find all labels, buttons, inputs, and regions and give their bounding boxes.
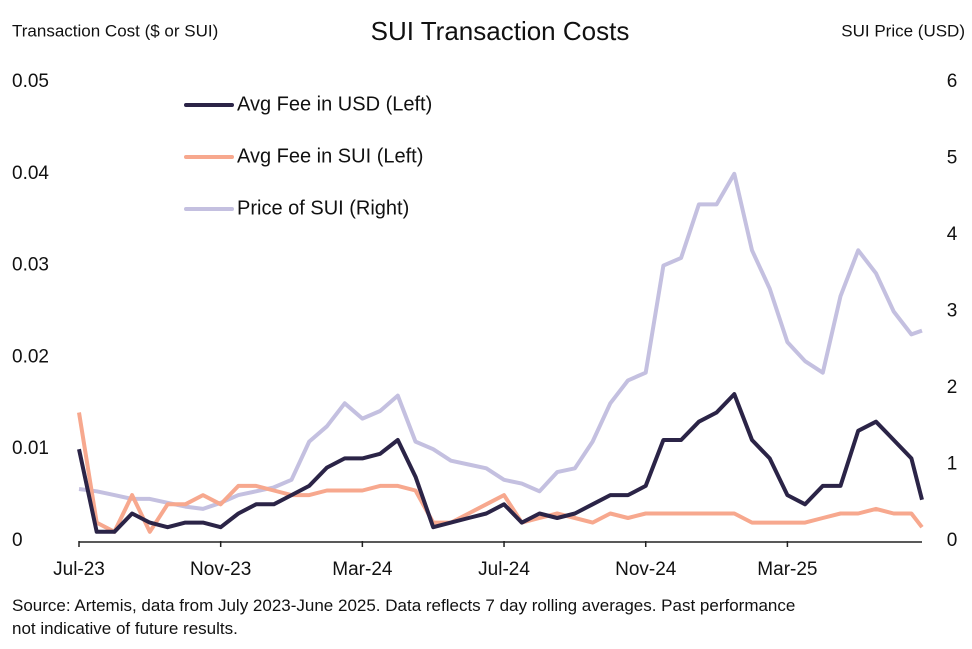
x-tick-label: Mar-24 xyxy=(332,559,393,580)
y-tick-label: 0.01 xyxy=(12,438,49,459)
legend-label: Price of SUI (Right) xyxy=(237,197,409,219)
chart: SUI Transaction Costs Transaction Cost (… xyxy=(12,16,965,580)
y2-tick-label: 0 xyxy=(947,530,958,551)
legend-label: Avg Fee in USD (Left) xyxy=(237,93,432,115)
y-tick-label: 0.04 xyxy=(12,163,49,184)
x-tick-label: Jul-23 xyxy=(53,559,105,580)
y2-tick-label: 6 xyxy=(947,71,958,92)
y-tick-label: 0 xyxy=(12,530,23,551)
y2-tick-label: 3 xyxy=(947,301,958,322)
y-tick-label: 0.03 xyxy=(12,255,49,276)
source-note: Source: Artemis, data from July 2023-Jun… xyxy=(12,596,796,638)
x-tick-label: Jul-24 xyxy=(478,559,530,580)
y-tick-label: 0.05 xyxy=(12,71,49,92)
chart-title: SUI Transaction Costs xyxy=(371,16,630,46)
x-tick-label: Mar-25 xyxy=(757,559,817,580)
x-tick-label: Nov-24 xyxy=(615,559,677,580)
series-line xyxy=(77,412,924,534)
y-tick-label: 0.02 xyxy=(12,346,49,367)
y-axis-title: Transaction Cost ($ or SUI) xyxy=(12,21,218,40)
y2-tick-label: 4 xyxy=(947,224,958,245)
series-line xyxy=(77,392,924,534)
x-tick-label: Nov-23 xyxy=(190,559,251,580)
y2-tick-label: 1 xyxy=(947,454,958,475)
series-line xyxy=(78,171,923,511)
legend-label: Avg Fee in SUI (Left) xyxy=(237,145,423,167)
y2-axis-title: SUI Price (USD) xyxy=(841,21,965,40)
y2-tick-label: 5 xyxy=(947,148,958,169)
y2-tick-label: 2 xyxy=(947,377,958,398)
